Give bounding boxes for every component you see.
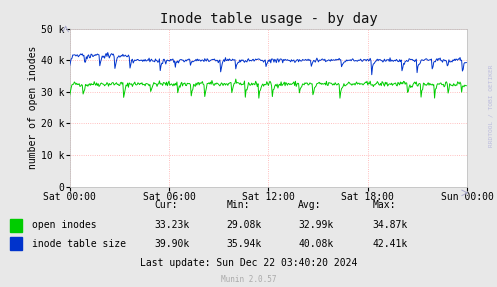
Text: 34.87k: 34.87k (373, 220, 408, 230)
Text: 40.08k: 40.08k (298, 239, 333, 249)
Text: 39.90k: 39.90k (154, 239, 189, 249)
Text: open inodes: open inodes (32, 220, 97, 230)
Text: RRDTOOL / TOBI OETIKER: RRDTOOL / TOBI OETIKER (489, 65, 494, 148)
Text: 29.08k: 29.08k (226, 220, 261, 230)
Text: 32.99k: 32.99k (298, 220, 333, 230)
Text: 35.94k: 35.94k (226, 239, 261, 249)
Text: Max:: Max: (373, 200, 396, 210)
Y-axis label: number of open inodes: number of open inodes (28, 46, 38, 169)
Text: inode table size: inode table size (32, 239, 126, 249)
Text: Last update: Sun Dec 22 03:40:20 2024: Last update: Sun Dec 22 03:40:20 2024 (140, 258, 357, 267)
Text: 33.23k: 33.23k (154, 220, 189, 230)
Text: Avg:: Avg: (298, 200, 322, 210)
Text: Min:: Min: (226, 200, 249, 210)
Title: Inode table usage - by day: Inode table usage - by day (160, 12, 377, 26)
Text: Munin 2.0.57: Munin 2.0.57 (221, 275, 276, 284)
Text: 42.41k: 42.41k (373, 239, 408, 249)
Text: Cur:: Cur: (154, 200, 177, 210)
